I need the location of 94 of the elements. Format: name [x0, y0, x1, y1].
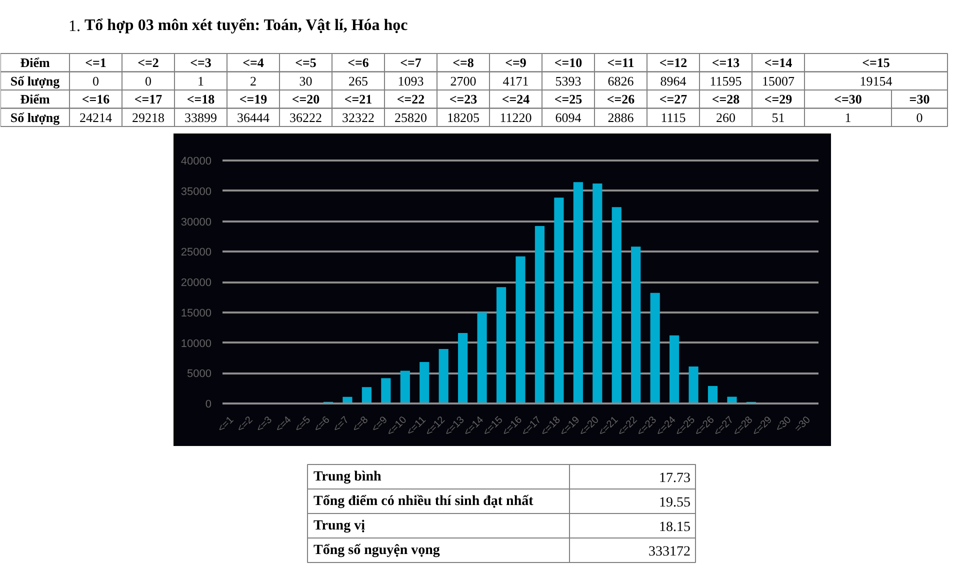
text: Trung bình — [314, 469, 382, 484]
x-tick-label: <=6 — [312, 414, 332, 435]
text: 0 — [92, 73, 99, 88]
text: Điểm — [20, 92, 50, 107]
text: <=14 — [764, 55, 793, 70]
x-tick-label: <30 — [774, 414, 794, 434]
text: 260 — [716, 110, 736, 125]
text: 1 — [844, 110, 852, 125]
text: <=30 — [834, 92, 862, 107]
x-tick-label: <=4 — [274, 414, 294, 435]
text: <=4 — [242, 55, 264, 70]
y-tick-label: 30000 — [180, 216, 212, 228]
text: <=27 — [659, 92, 688, 107]
y-tick-label: 20000 — [180, 277, 212, 289]
text: <=1 — [85, 55, 106, 70]
text: <=17 — [134, 92, 163, 107]
text: <=3 — [190, 55, 212, 70]
text: 33899 — [184, 110, 217, 125]
text: <=2 — [138, 55, 159, 70]
x-tick-label: <=2 — [235, 414, 256, 435]
text: <=6 — [348, 55, 370, 70]
text: <=11 — [607, 55, 634, 70]
text: 11220 — [500, 110, 532, 125]
text: <=20 — [292, 92, 320, 107]
x-tick-label: <=7 — [331, 414, 352, 435]
text: <=9 — [505, 55, 527, 70]
y-tick-label: 0 — [205, 398, 212, 410]
y-tick-label: 5000 — [187, 368, 212, 380]
text: 32322 — [342, 110, 374, 125]
x-tick-label: <=1 — [216, 414, 236, 435]
text: 19.55 — [659, 495, 690, 510]
text: <=23 — [449, 92, 478, 107]
text: 17.73 — [659, 470, 690, 486]
text: Số lượng — [10, 73, 60, 88]
text: 2886 — [608, 110, 634, 125]
y-tick-label: 40000 — [180, 156, 212, 168]
text: 36222 — [290, 110, 322, 125]
text: <=16 — [82, 92, 110, 107]
text: <=18 — [186, 92, 216, 107]
text: 0 — [916, 110, 923, 125]
text: 0 — [145, 73, 152, 88]
text: <=10 — [554, 55, 582, 70]
x-tick-label: <=5 — [292, 414, 314, 435]
text: <=21 — [344, 92, 372, 107]
x-tick-label: <=8 — [350, 414, 371, 435]
text: Số lượng — [10, 110, 60, 125]
text: Tổng điểm có nhiều thí sinh đạt nhất — [314, 494, 534, 509]
text: 25820 — [394, 110, 427, 125]
text: 29218 — [132, 110, 164, 125]
text: 1 — [198, 73, 204, 88]
text: <=26 — [606, 92, 636, 107]
text: 4171 — [502, 73, 529, 88]
y-tick-label: 25000 — [180, 246, 212, 259]
text: 15007 — [762, 73, 795, 88]
text: <=7 — [400, 55, 422, 70]
text: <=22 — [396, 92, 425, 107]
text: 265 — [348, 73, 368, 88]
x-tick-label: <=3 — [254, 414, 275, 435]
text: <=12 — [659, 55, 688, 70]
text: 2 — [250, 73, 256, 88]
text: 51 — [772, 110, 785, 125]
text: Điểm — [20, 55, 50, 70]
text: 2700 — [450, 73, 476, 88]
y-tick-label: 10000 — [180, 338, 212, 350]
text: 18.15 — [659, 520, 690, 535]
text: <=19 — [239, 92, 268, 107]
text: Trung vị — [314, 518, 366, 534]
text: 1093 — [398, 73, 424, 88]
text: 6826 — [608, 73, 634, 88]
text: <=29 — [764, 92, 793, 107]
text: <=13 — [712, 55, 740, 70]
chart-title: 1. Tổ hợp 03 môn xét tuyển: Toán, Vật lí, Hóa học — [68, 17, 408, 35]
text: 36444 — [237, 110, 270, 125]
text: <=24 — [502, 92, 530, 107]
text: 11595 — [710, 73, 742, 88]
text: <=5 — [295, 55, 317, 70]
text: 30 — [299, 73, 312, 88]
text: =30 — [909, 92, 930, 107]
text: 1115 — [660, 110, 686, 125]
text: 18205 — [447, 110, 480, 125]
text: <=15 — [862, 55, 890, 70]
y-tick-label: 15000 — [180, 307, 212, 320]
text: 5393 — [555, 73, 582, 88]
text: 333172 — [648, 544, 690, 560]
text: 19154 — [860, 73, 893, 88]
text: <=25 — [554, 92, 583, 107]
text: Tổng số nguyện vọng — [314, 542, 440, 558]
y-tick-label: 35000 — [180, 186, 212, 198]
x-tick-label: =30 — [793, 414, 814, 434]
text: 6094 — [555, 110, 582, 125]
text: <=28 — [712, 92, 740, 107]
text: 8964 — [660, 73, 687, 88]
text: <=8 — [452, 55, 474, 70]
text: 24214 — [80, 110, 112, 125]
